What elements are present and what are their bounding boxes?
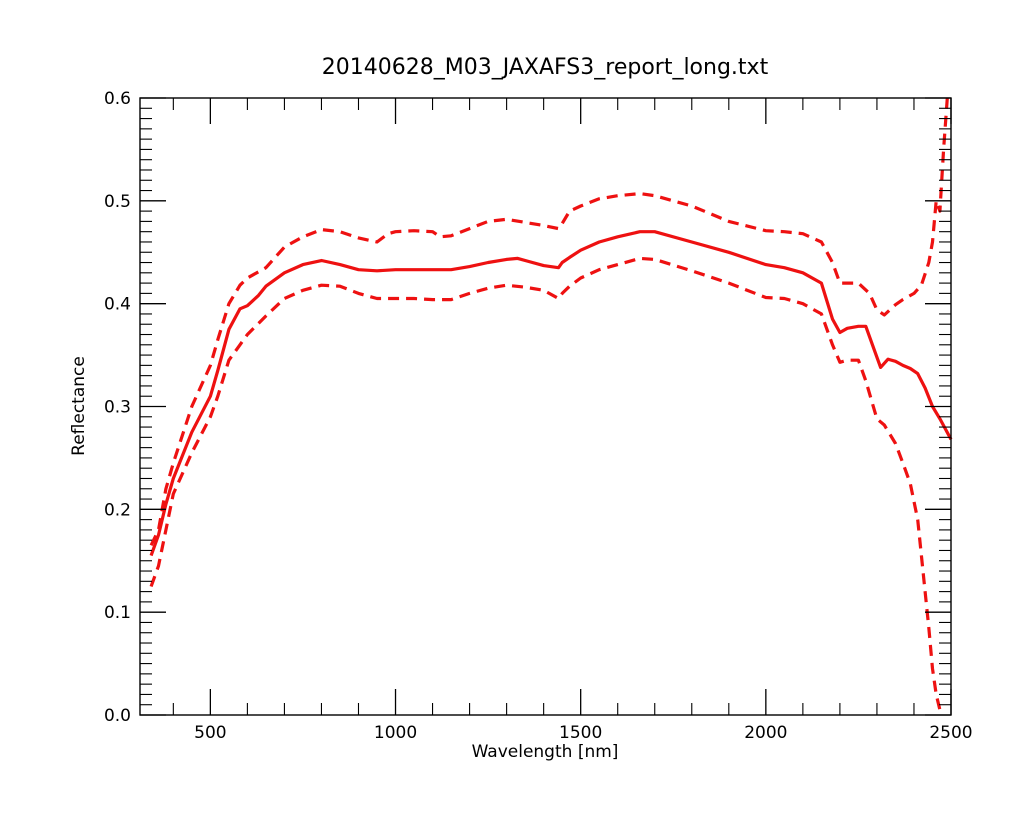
dashed-line-2: [149, 256, 942, 711]
x-tick-label: 2000: [744, 723, 787, 743]
x-axis-label: Wavelength [nm]: [472, 742, 619, 762]
dashed-line-1: [149, 97, 949, 546]
plot-area: [140, 98, 951, 715]
plot-frame: [139, 97, 952, 716]
y-tick-label: 0.3: [104, 398, 131, 418]
chart-title: 20140628_M03_JAXAFS3_report_long.txt: [322, 55, 769, 80]
tick-label-layer: 500 1000 1500 2000 2500 0.0 0.1 0.2 0.3 0.4 0.5 0.6: [104, 89, 973, 743]
y-axis-label: Reflectance: [69, 356, 89, 456]
x-tick-label: 1000: [374, 723, 417, 743]
y-tick-label: 0.4: [104, 295, 131, 315]
series-layer: [149, 97, 953, 711]
y-tick-label: 0.5: [104, 192, 131, 212]
x-tick-label: 1500: [559, 723, 602, 743]
y-tick-label: 0.1: [104, 603, 131, 623]
y-tick-label: 0.2: [104, 500, 131, 520]
x-tick-label: 2500: [929, 723, 972, 743]
y-tick-label: 0.6: [104, 89, 131, 109]
x-tick-label: 500: [194, 723, 226, 743]
solid-line-0: [149, 230, 953, 557]
y-tick-label: 0.0: [104, 706, 131, 726]
